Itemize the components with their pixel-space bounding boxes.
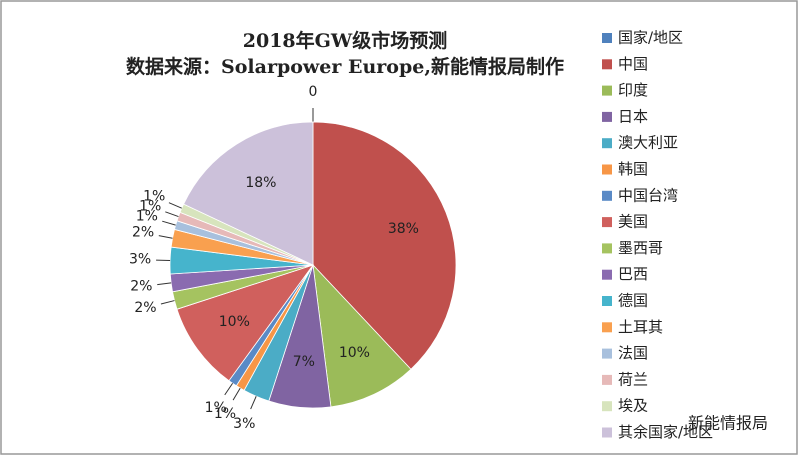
- legend-swatch: [602, 322, 612, 333]
- legend-label: 国家/地区: [618, 29, 683, 47]
- chart-subtitle: 数据来源：Solarpower Europe,新能情报局制作: [126, 55, 564, 78]
- leader-line: [165, 211, 179, 218]
- legend-swatch: [602, 111, 612, 122]
- data-label: 1%: [136, 209, 158, 225]
- data-label: 0: [309, 84, 318, 100]
- pie-slice: [183, 121, 314, 266]
- legend-swatch: [602, 33, 612, 43]
- data-label: 38%: [388, 221, 419, 237]
- legend-label: 其余国家/地区: [618, 423, 713, 441]
- pie-slice: [312, 121, 457, 370]
- legend-label: 荷兰: [618, 370, 648, 388]
- legend-label: 日本: [618, 107, 648, 125]
- legend-label: 巴西: [618, 265, 648, 283]
- data-label: 3%: [129, 252, 151, 268]
- legend-label: 中国: [618, 55, 648, 73]
- legend-swatch: [602, 190, 612, 201]
- data-label: 18%: [245, 175, 276, 191]
- legend-swatch: [602, 427, 612, 438]
- chart-title: 2018年GW级市场预测: [243, 29, 447, 52]
- data-label: 10%: [339, 345, 370, 361]
- watermark: 新能情报局: [688, 414, 768, 433]
- leader-line: [250, 396, 257, 410]
- legend-label: 墨西哥: [618, 239, 663, 257]
- legend-swatch: [602, 296, 612, 306]
- legend-swatch: [602, 138, 612, 149]
- legend-label: 中国台湾: [618, 186, 678, 204]
- pie-slice: [312, 263, 412, 408]
- legend-swatch: [602, 348, 612, 359]
- leader-line: [162, 220, 176, 226]
- leader-line: [168, 202, 182, 209]
- legend-swatch: [602, 269, 612, 280]
- legend-swatch: [602, 243, 612, 254]
- legend-swatch: [602, 374, 612, 385]
- legend-label: 埃及: [618, 397, 648, 415]
- legend-label: 印度: [618, 81, 648, 99]
- legend-label: 德国: [618, 292, 648, 310]
- data-label: 10%: [219, 314, 250, 330]
- legend-label: 法国: [618, 344, 648, 362]
- data-label: 2%: [130, 279, 152, 295]
- data-label: 7%: [293, 354, 315, 370]
- legend-label: 土耳其: [618, 318, 663, 336]
- data-label: 2%: [132, 225, 154, 241]
- legend-swatch: [602, 59, 612, 70]
- legend-label: 韩国: [618, 160, 648, 178]
- leader-line: [232, 387, 241, 401]
- leader-line: [160, 300, 175, 305]
- legend-swatch: [602, 401, 612, 412]
- data-label: 3%: [233, 416, 255, 432]
- data-label: 1%: [205, 400, 227, 416]
- data-label: 1%: [214, 406, 236, 422]
- data-label: 1%: [139, 198, 161, 214]
- legend-swatch: [602, 164, 612, 175]
- leader-line: [158, 235, 173, 239]
- legend-swatch: [602, 217, 612, 228]
- pie-slice: [176, 264, 315, 382]
- leader-line: [157, 282, 172, 286]
- data-label: 2%: [134, 300, 156, 316]
- leader-line: [224, 382, 234, 396]
- data-label: 1%: [143, 188, 165, 204]
- legend-label: 澳大利亚: [618, 134, 678, 152]
- legend-label: 美国: [618, 213, 648, 231]
- legend-swatch: [602, 85, 612, 96]
